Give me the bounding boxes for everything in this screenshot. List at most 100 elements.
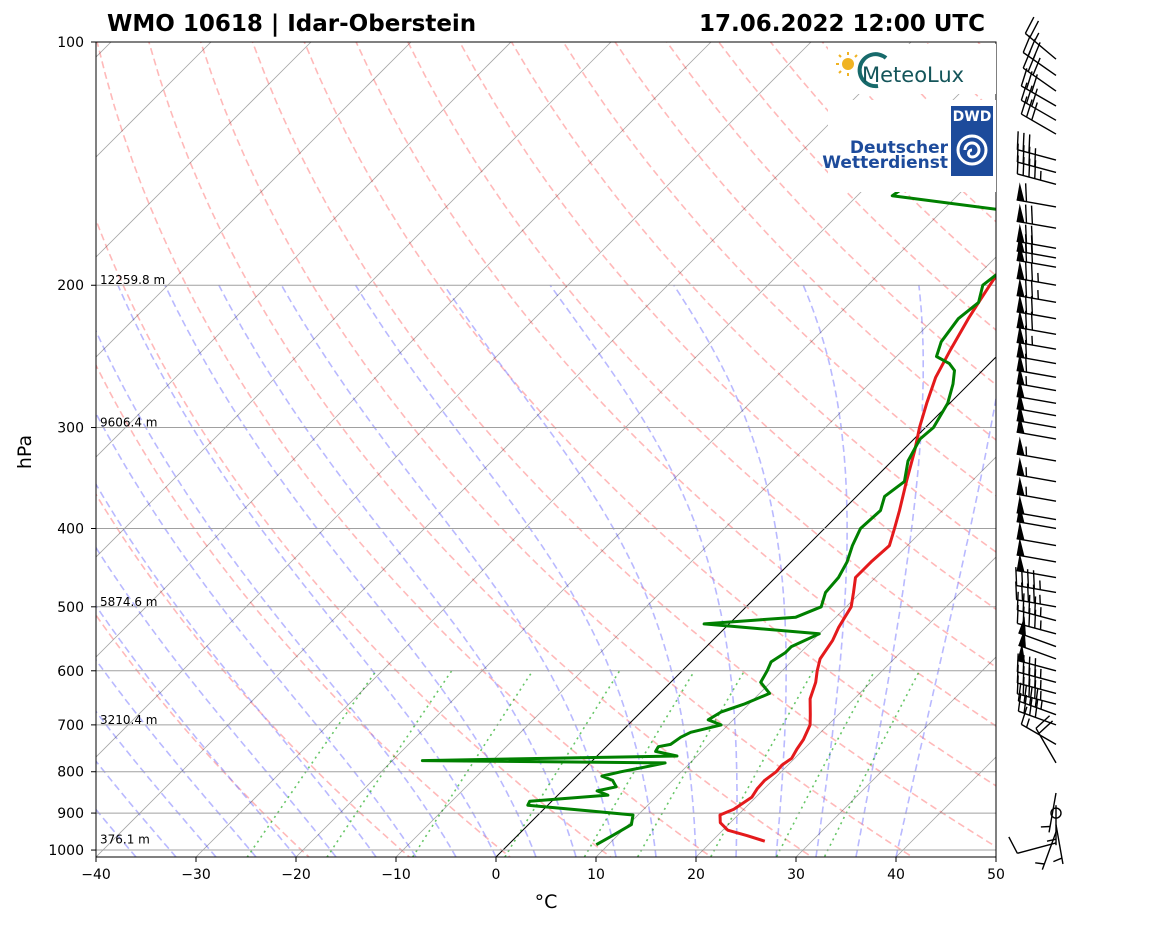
barb-pennant [1016,182,1025,202]
moist-adiabat [96,482,377,857]
wind-barb [1016,436,1057,462]
wind-barb [1008,836,1057,854]
barb-flag [1034,148,1037,167]
wind-barb [1016,591,1057,622]
y-tick-label: 1000 [48,843,84,859]
barb-staff [1016,419,1057,429]
barb-staff [1016,537,1057,547]
barb-staff [1017,693,1057,705]
wind-barb [1017,643,1057,672]
barb-staff [1018,632,1057,648]
wind-barb [1016,390,1057,417]
wind-barbs [1008,16,1064,870]
isotherm [96,42,312,258]
barb-pennant [1016,537,1025,557]
barb-flag [1030,205,1034,225]
zero-isotherm [495,356,996,857]
barb-flag [1016,653,1019,672]
wind-barb [1016,324,1057,350]
barb-flag [1035,715,1051,729]
barb-flag [1027,38,1036,57]
wind-barb [1016,476,1057,502]
chart-title-datetime: 17.06.2022 12:00 UTC [699,11,985,37]
barb-pennant [1016,352,1025,372]
x-tick-label: −10 [381,867,411,883]
barb-staff [1016,240,1057,249]
barb-pennant [1016,324,1025,344]
barb-flag [1024,183,1028,202]
barb-staff [1024,32,1057,60]
barb-flag [1028,686,1033,706]
barb-pennant [1016,309,1025,329]
wind-barb [1016,277,1057,304]
barb-flag [1016,131,1019,150]
height-label: 376.1 m [100,832,150,846]
barb-staff [1016,277,1057,286]
wind-barb [1040,792,1057,833]
barb-staff [1016,431,1057,440]
barb-flag [1034,688,1039,708]
barb-flag [1032,57,1041,76]
barb-pennant [1016,233,1025,253]
barb-staff [1021,99,1057,121]
barb-staff [1017,622,1057,635]
barb-flag [1030,262,1034,282]
barb-flag [1023,684,1028,704]
mixing-ratio-line [583,670,696,857]
barb-flag [1008,836,1018,854]
wind-barb [1016,552,1057,579]
barb-flag [1016,591,1019,611]
barb-staff [1017,842,1057,854]
barb-pennant [1016,277,1025,297]
wind-barb [1016,414,1057,440]
barb-half-flag [1040,700,1043,710]
moist-adiabat [855,285,924,857]
dwd-spiral-icon [956,134,988,166]
wind-barb [1016,131,1057,161]
isotherm [96,42,512,458]
isotherm [96,42,912,857]
barb-flag [1017,682,1022,702]
sun-icon [836,52,858,76]
barb-flag [1020,706,1028,725]
mixing-ratio-line [709,670,814,857]
wind-barb [1016,203,1057,229]
y-axis-label: hPa [14,435,36,469]
barb-pennant [1017,643,1026,663]
x-tick-label: 10 [587,867,605,883]
barb-staff [1017,671,1057,683]
wind-barb [1053,824,1064,865]
barb-pennant [1016,456,1025,477]
moist-adiabat [96,658,257,857]
mixing-ratio-line [636,670,746,857]
barb-staff [1017,149,1057,161]
pressure-grid [96,42,996,851]
dry-adiabat [96,217,612,857]
barb-pennant [1016,203,1025,223]
barb-pennant [1018,615,1026,636]
barb-pennant [1016,476,1025,496]
dry-adiabat [251,42,996,848]
height-label: 12259.8 m [100,273,165,287]
moist-adiabat [802,284,848,857]
y-tick-label: 800 [57,765,84,781]
barb-staff [1016,326,1057,335]
barb-flag [1015,567,1018,586]
wind-barb [1020,96,1057,135]
barb-staff [1016,584,1057,594]
moist-adiabat [96,411,417,857]
dry-adiabat [96,42,713,857]
barb-staff [1016,369,1057,379]
height-labels: 12259.8 m 9606.4 m 5874.6 m 3210.4 m 376.1 m [100,273,165,846]
barb-staff [1016,473,1057,483]
dwd-logo: DWD Deutscher Wetterdienst [822,100,996,192]
barb-pennant [1016,378,1025,398]
wind-barb [1018,615,1057,648]
barb-staff [1021,113,1057,135]
dry-adiabat [666,42,996,386]
barb-staff [1016,493,1057,502]
barb-staff [1016,395,1057,405]
barb-flag [1031,102,1038,121]
barb-pennant [1016,338,1025,358]
dry-adiabat [355,42,996,727]
